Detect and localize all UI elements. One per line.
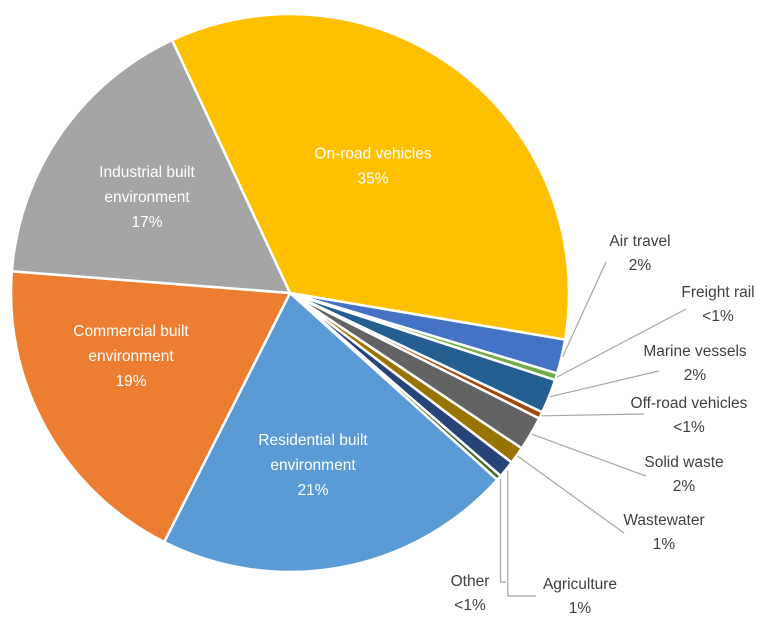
leader-line-other <box>499 479 506 583</box>
slice-label-on-road-vehicles: On-road vehicles 35% <box>314 146 431 188</box>
pie-slice-on-road-vehicles <box>170 12 571 341</box>
pie-slice-commercial-built-environment <box>9 270 292 544</box>
slice-label-other: Other <1% <box>451 573 490 614</box>
leader-line-wastewater <box>517 455 625 534</box>
slice-label-solid-waste: Solid waste 2% <box>644 454 723 495</box>
slice-label-off-road-vehicles: Off-road vehicles <1% <box>631 395 748 436</box>
leader-line-freight-rail <box>556 308 687 378</box>
slice-label-industrial-built-environment: Industrial built environment 17% <box>99 164 195 231</box>
slice-labels: On-road vehicles 35% Air travel 2% Freight r… <box>73 146 754 618</box>
slice-label-wastewater: Wastewater 1% <box>623 512 704 553</box>
leader-line-off-road-vehicles <box>541 413 645 417</box>
slice-label-freight-rail: Freight rail <1% <box>681 284 754 325</box>
leader-line-air-travel <box>562 261 607 358</box>
pie-slice-residential-built-environment <box>162 291 499 574</box>
slice-label-commercial-built-environment: Commercial built environment 19% <box>73 323 189 390</box>
slice-label-agriculture: Agriculture 1% <box>543 576 617 617</box>
leader-line-marine-vessels <box>549 370 660 398</box>
pie-slices <box>9 12 571 574</box>
leader-line-solid-waste <box>531 433 647 477</box>
slice-label-air-travel: Air travel 2% <box>609 233 670 274</box>
leader-lines <box>499 261 687 597</box>
slice-label-marine-vessels: Marine vessels 2% <box>643 343 747 384</box>
pie-slice-industrial-built-environment <box>10 38 292 295</box>
slice-label-residential-built-environment: Residential built environment 21% <box>258 432 368 499</box>
leader-line-agriculture <box>507 470 536 597</box>
